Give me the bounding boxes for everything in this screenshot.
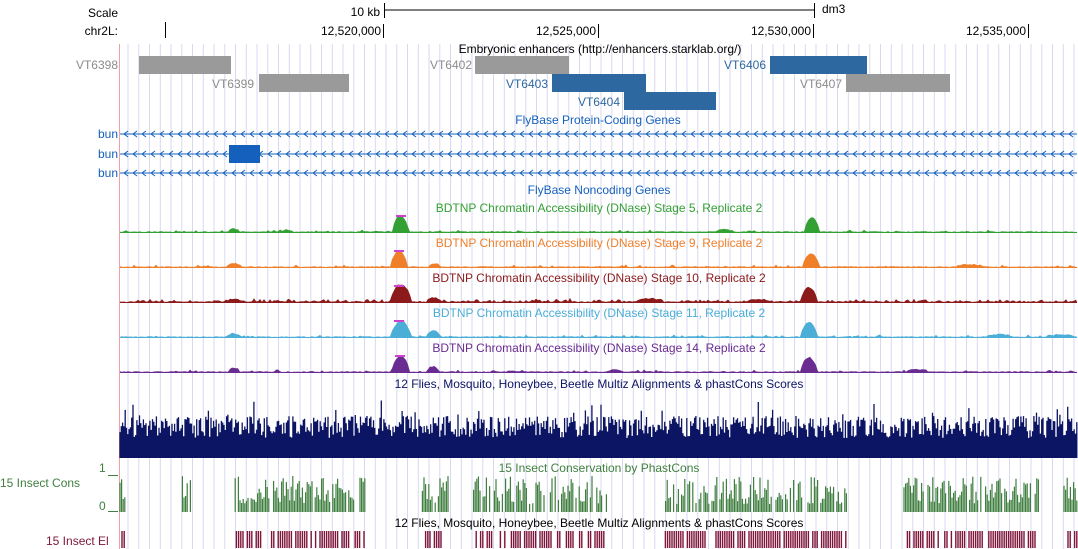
chrom-label: chr2L: (84, 24, 118, 38)
conserved-element-bars (121, 531, 1078, 548)
enhancer-label: VT6403 (505, 77, 548, 91)
dnase-stage14-title[interactable]: BDTNP Chromatin Accessibility (DNase) St… (432, 341, 766, 355)
scale-label: Scale (87, 6, 118, 20)
elements-side-label: 15 Insect El (46, 534, 109, 548)
phastcons-ymax: 1 (99, 461, 106, 475)
strand-arrows (123, 169, 1074, 177)
dnase-stage9-title[interactable]: BDTNP Chromatin Accessibility (DNase) St… (435, 236, 763, 250)
transcript-label: bun (97, 127, 118, 141)
multiz-bars (119, 400, 1078, 458)
dnase-signal (120, 250, 1077, 267)
dnase-stage10-title[interactable]: BDTNP Chromatin Accessibility (DNase) St… (432, 271, 766, 285)
strand-arrows (123, 150, 1074, 158)
dnase-clip-indicator (396, 215, 406, 217)
enhancer-feature[interactable] (475, 56, 569, 74)
dnase-stage11-title[interactable]: BDTNP Chromatin Accessibility (DNase) St… (432, 306, 766, 320)
dnase-clip-indicator (395, 355, 405, 357)
ruler-pos-4: 12,535,000 (965, 24, 1026, 38)
enhancer-feature[interactable] (770, 56, 867, 74)
enhancer-label: VT6407 (799, 77, 842, 91)
enhancer-label: VT6406 (723, 58, 766, 72)
noncoding-track-title[interactable]: FlyBase Noncoding Genes (527, 183, 671, 197)
scale-bar-label: 10 kb (350, 5, 380, 19)
dnase-clip-indicator (394, 285, 404, 287)
ruler-pos-1: 12,520,000 (320, 24, 381, 38)
enhancer-label: VT6398 (75, 58, 118, 72)
phastcons-bars (119, 476, 1078, 512)
assembly-label: dm3 (822, 2, 846, 16)
phastcons-ymin: 0 (99, 499, 106, 513)
enhancer-label: VT6404 (577, 95, 620, 109)
enhancer-feature[interactable] (846, 74, 950, 92)
dnase-stage5-title[interactable]: BDTNP Chromatin Accessibility (DNase) St… (435, 201, 763, 215)
genes-track-title[interactable]: FlyBase Protein-Coding Genes (515, 113, 681, 127)
dnase-clip-indicator (394, 320, 404, 322)
ruler-pos-2: 12,525,000 (535, 24, 596, 38)
enhancer-feature[interactable] (552, 74, 646, 92)
enhancer-feature[interactable] (259, 74, 349, 92)
enhancer-label: VT6402 (429, 58, 472, 72)
scale-bar (165, 3, 1029, 38)
multiz-track-title[interactable]: 12 Flies, Mosquito, Honeybee, Beetle Mul… (394, 377, 804, 391)
exon-block (229, 145, 260, 163)
enhancer-label: VT6399 (211, 77, 254, 91)
elements-track-title[interactable]: 12 Flies, Mosquito, Honeybee, Beetle Mul… (394, 516, 804, 530)
enhancers-track-title[interactable]: Embryonic enhancers (http://enhancers.st… (458, 42, 742, 56)
enhancer-feature[interactable] (624, 92, 716, 110)
transcript-label: bun (97, 147, 118, 161)
strand-arrows (123, 130, 1074, 138)
enhancer-feature[interactable] (139, 56, 231, 74)
phastcons-side-label: 15 Insect Cons (0, 476, 81, 490)
ruler-pos-3: 12,530,000 (750, 24, 811, 38)
transcript-label: bun (97, 166, 118, 180)
phastcons-track-title[interactable]: 15 Insect Conservation by PhastCons (498, 461, 700, 475)
dnase-clip-indicator (394, 250, 404, 252)
